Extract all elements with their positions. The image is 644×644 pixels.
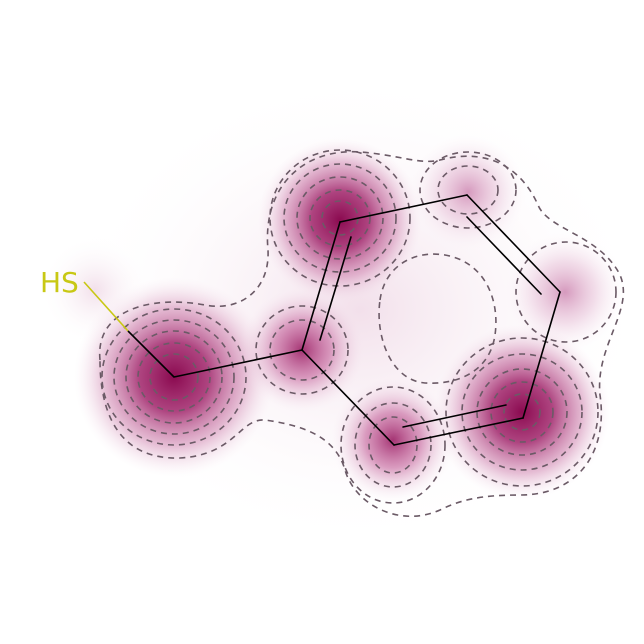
bond-ch2-c1	[173, 349, 303, 378]
bond-c4-c5	[522, 291, 561, 419]
contour-inner-ring	[378, 253, 497, 384]
bond-s-ch2	[83, 281, 129, 332]
bond-c1-c2	[301, 221, 341, 351]
bond-c3-c4-inner	[466, 216, 542, 295]
contour-lines	[99, 149, 625, 518]
density-blob-c4	[505, 232, 625, 352]
bond-c6-c1	[301, 349, 395, 446]
bond-c3-c4	[466, 194, 561, 293]
density-blob-c6	[331, 378, 455, 502]
bond-c5-c6-inner	[402, 404, 507, 428]
density-blob-c2	[258, 138, 422, 302]
bond-c1-c2-inner	[319, 236, 352, 341]
density-blob-c5	[434, 324, 610, 500]
bond-c5-c6	[393, 417, 524, 446]
bonds	[173, 194, 561, 446]
contour-outer	[99, 150, 625, 518]
bond-s-ch2-black	[127, 330, 175, 378]
bond-c2-c3	[339, 194, 468, 223]
density-blob-s	[40, 235, 150, 345]
atom-label-sulfur: HS	[40, 266, 79, 299]
